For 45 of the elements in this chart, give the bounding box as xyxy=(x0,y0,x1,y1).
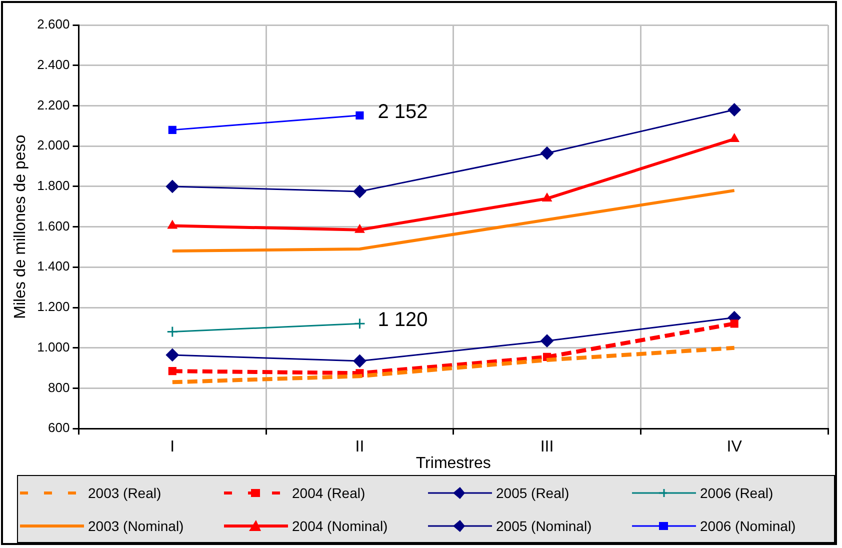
y-tick-label: 1.600 xyxy=(37,218,70,234)
y-tick-label: 1.800 xyxy=(37,178,70,194)
y-axis-title: Miles de millones de peso xyxy=(12,134,30,319)
point xyxy=(540,334,554,348)
point xyxy=(166,180,179,193)
point xyxy=(730,320,738,328)
y-tick-label: 2.000 xyxy=(37,138,70,153)
y-tick-label: 1.000 xyxy=(37,339,70,354)
y-tick-label: 800 xyxy=(48,380,70,395)
x-tick-label: IV xyxy=(726,438,742,456)
point xyxy=(353,184,366,198)
x-tick-label: III xyxy=(540,438,554,456)
legend-label: 2006 (Nominal) xyxy=(700,518,796,534)
legend-label: 2005 (Real) xyxy=(496,484,570,500)
y-tick-label: 1.200 xyxy=(37,299,70,314)
point xyxy=(354,318,366,330)
x-axis-title: Trimestres xyxy=(416,454,491,472)
point xyxy=(356,111,364,120)
legend-label: 2006 (Real) xyxy=(700,484,774,500)
annotation: 1 120 xyxy=(378,309,428,332)
y-tick-label: 1.400 xyxy=(37,258,70,274)
y-tick-label: 2.600 xyxy=(37,16,70,32)
x-tick-label: II xyxy=(355,438,364,456)
point xyxy=(353,354,366,368)
legend-label: 2005 (Nominal) xyxy=(496,518,592,534)
x-tick-label: I xyxy=(170,438,175,456)
legend-label: 2003 (Nominal) xyxy=(88,518,184,534)
point xyxy=(354,224,365,233)
point xyxy=(540,146,554,160)
point xyxy=(728,103,741,116)
y-tick-label: 2.200 xyxy=(37,97,70,112)
point xyxy=(166,348,179,362)
legend-label: 2003 (Real) xyxy=(88,484,162,500)
y-tick-label: 600 xyxy=(48,420,70,436)
point xyxy=(730,134,740,142)
point xyxy=(166,326,178,338)
point xyxy=(542,193,552,202)
legend-label: 2004 (Nominal) xyxy=(292,518,388,534)
line-series xyxy=(170,346,736,384)
point xyxy=(168,367,176,376)
point xyxy=(168,126,176,134)
y-tick-label: 2.400 xyxy=(37,56,70,72)
legend-label: 2004 (Real) xyxy=(292,484,366,500)
annotation: 2 152 xyxy=(378,100,428,123)
point xyxy=(168,220,178,229)
